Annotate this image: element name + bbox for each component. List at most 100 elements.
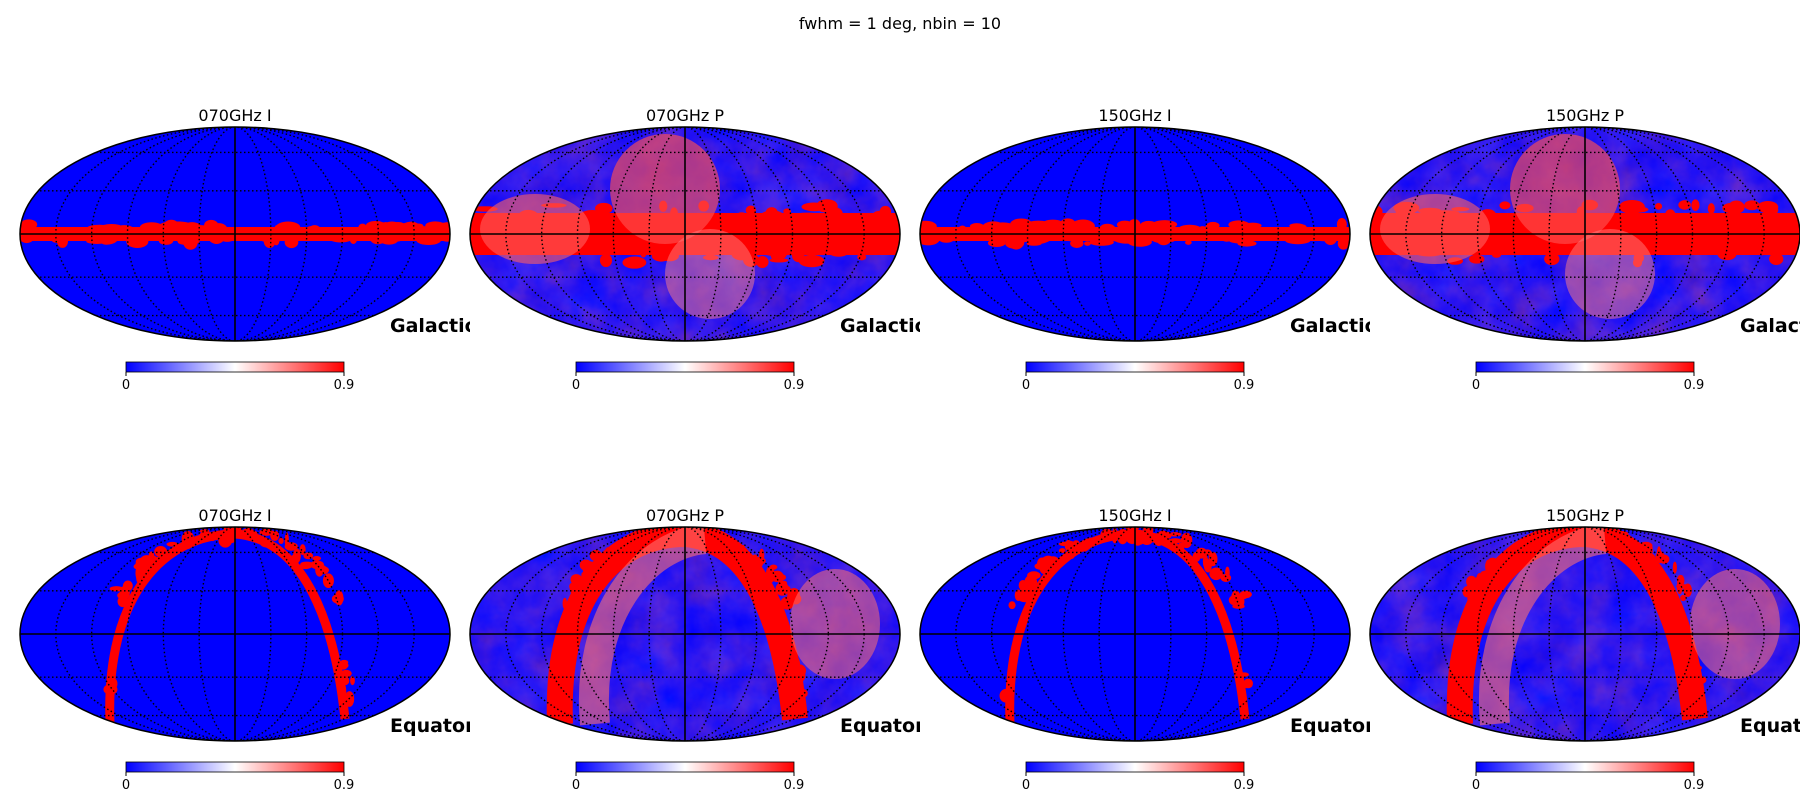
emission-blob — [337, 667, 342, 679]
emission-blob — [599, 253, 613, 268]
emission-blob — [1769, 252, 1784, 266]
emission-blob — [941, 235, 954, 242]
emission-blob — [1691, 199, 1700, 211]
emission-blob — [775, 582, 790, 596]
pol-arc — [578, 527, 708, 726]
emission-blob — [1499, 201, 1511, 210]
emission-blob — [1672, 561, 1677, 574]
emission-blob — [581, 571, 588, 579]
emission-blob — [1084, 241, 1091, 246]
emission-blob — [987, 238, 1006, 248]
figure-title: fwhm = 1 deg, nbin = 10 — [799, 14, 1001, 33]
emission-blob — [184, 534, 195, 544]
colorbar-min-label: 0 — [572, 378, 580, 393]
emission-blob — [1228, 594, 1241, 606]
coord-system-label: Equatorial — [1740, 715, 1800, 737]
emission-blob — [561, 653, 569, 670]
emission-blob — [135, 561, 141, 567]
emission-blob — [1008, 601, 1016, 610]
emission-blob — [1762, 204, 1779, 216]
sky-map — [920, 127, 1350, 341]
emission-blob — [816, 199, 838, 213]
sky-map — [920, 527, 1350, 741]
emission-blob — [150, 558, 156, 563]
sky-map — [1370, 127, 1800, 341]
emission-blob — [992, 222, 1013, 229]
emission-blob — [751, 554, 759, 571]
emission-blob — [258, 228, 277, 234]
map-outline — [469, 526, 901, 742]
coord-system-label: Galactic — [840, 315, 926, 337]
emission-blob — [1740, 239, 1762, 249]
emission-blob — [1617, 531, 1629, 539]
emission-blob — [166, 541, 179, 547]
pol-lobe — [1380, 194, 1490, 264]
emission-blob — [300, 561, 314, 567]
emission-blob — [745, 205, 757, 215]
panel-title: 070GHz I — [198, 106, 271, 125]
map-outline — [19, 126, 451, 342]
panel-equatorial-070GHz-I: 070GHz I Equatorial 0 0.9 — [19, 506, 500, 793]
panel-equatorial-070GHz-P: 070GHz P Equatorial 0 0.9 — [469, 506, 920, 793]
emission-blob — [292, 548, 301, 564]
emission-blob — [168, 221, 190, 228]
sky-map — [1370, 527, 1800, 741]
colorbar-min-label: 0 — [1472, 378, 1480, 393]
panel-title: 150GHz P — [1546, 506, 1624, 525]
emission-blob — [98, 232, 114, 245]
panel-title: 150GHz P — [1546, 106, 1624, 125]
coord-system-label: Galactic — [390, 315, 476, 337]
emission-blob — [154, 546, 168, 557]
colorbar-min-label: 0 — [1022, 378, 1030, 393]
emission-blob — [1220, 233, 1233, 242]
emission-blob — [640, 246, 647, 258]
emission-blob — [733, 542, 738, 556]
pol-lobe — [1510, 134, 1620, 244]
emission-blob — [1243, 222, 1262, 229]
emission-blob — [798, 254, 825, 268]
pol-lobe — [790, 569, 880, 679]
emission-blob — [969, 223, 984, 230]
emission-blob — [734, 217, 754, 223]
colorbar-max-label: 0.9 — [334, 778, 355, 793]
emission-blob — [772, 573, 787, 581]
colorbar-min-label: 0 — [1472, 778, 1480, 793]
emission-blob — [328, 233, 354, 243]
emission-blob — [1180, 532, 1193, 549]
emission-blob — [1032, 235, 1041, 246]
coord-system-label: Galactic — [1290, 315, 1376, 337]
emission-blob — [882, 217, 900, 224]
panel-galactic-150GHz-P: 150GHz P Galactic 0 0.9 — [1369, 106, 1800, 393]
emission-blob — [1709, 215, 1723, 229]
emission-blob — [1707, 203, 1715, 214]
emission-blob — [874, 236, 886, 247]
emission-blob — [278, 537, 284, 545]
emission-blob — [1505, 550, 1520, 559]
pol-lobe — [480, 194, 590, 264]
coord-system-label: Equatorial — [390, 715, 500, 737]
pol-arc — [1478, 527, 1608, 726]
emission-blob — [1454, 671, 1465, 684]
emission-blob — [437, 223, 450, 237]
emission-blob — [589, 549, 602, 561]
emission-blob — [135, 565, 143, 581]
emission-blob — [1284, 236, 1311, 245]
emission-blob — [1692, 661, 1697, 675]
emission-blob — [340, 676, 350, 686]
emission-blob — [358, 223, 367, 232]
colorbar — [1475, 361, 1695, 373]
colorbar-min-label: 0 — [1022, 778, 1030, 793]
panel-galactic-070GHz-P: 070GHz P Galactic 0 0.9 — [469, 106, 926, 393]
colorbar — [125, 761, 345, 773]
emission-blob — [1687, 671, 1694, 688]
map-outline — [919, 526, 1351, 742]
emission-blob — [1464, 660, 1476, 670]
emission-blob — [229, 527, 243, 536]
emission-blob — [1654, 203, 1663, 210]
emission-blob — [471, 239, 478, 249]
emission-blob — [245, 530, 258, 537]
emission-blob — [1132, 235, 1151, 244]
emission-blob — [827, 243, 851, 257]
emission-structure — [920, 218, 1350, 250]
emission-blob — [1111, 529, 1117, 539]
